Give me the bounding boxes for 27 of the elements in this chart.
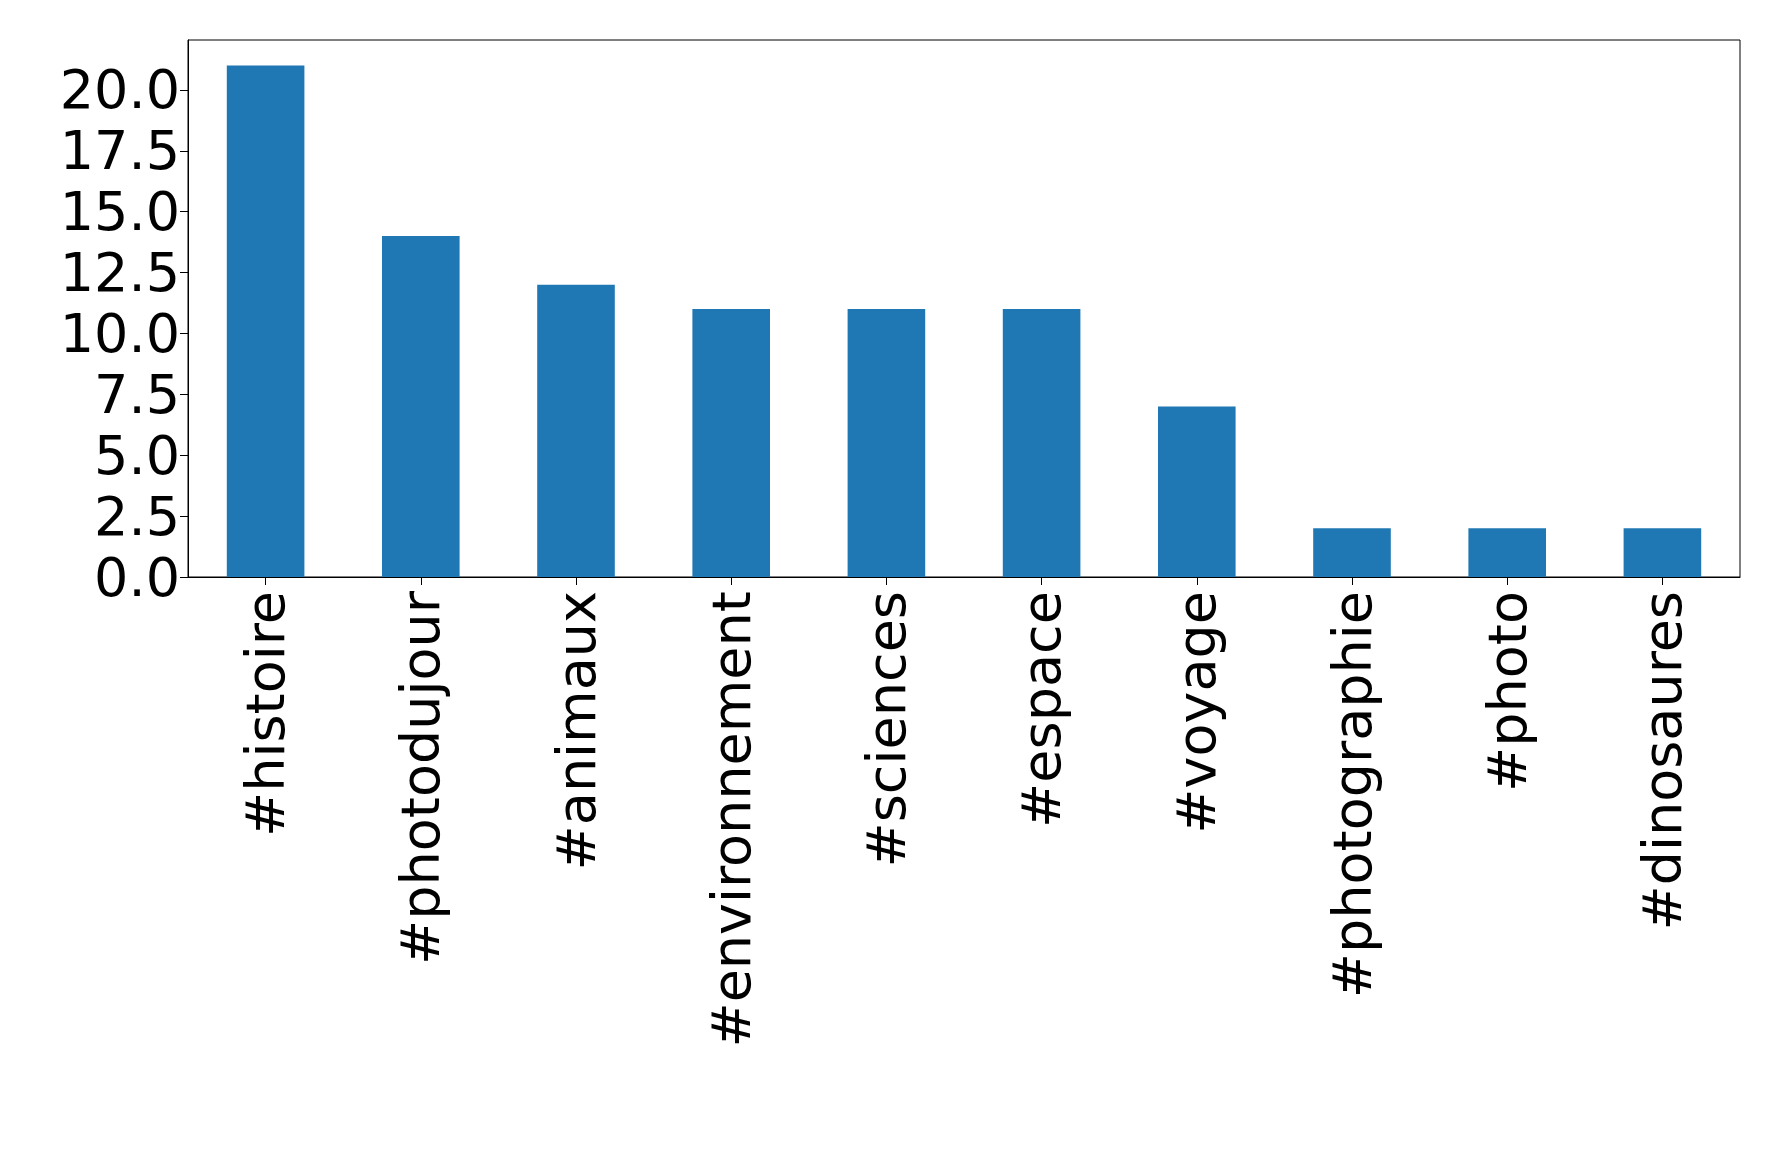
bar	[226, 65, 305, 577]
bar	[692, 309, 770, 577]
x-tick-label: #photographie	[1320, 591, 1384, 999]
y-tick-label: 5.0	[94, 423, 180, 487]
bar	[1002, 309, 1081, 577]
bar	[1468, 528, 1546, 577]
y-tick-label: 17.5	[59, 119, 180, 183]
x-tick-label: #espace	[1010, 591, 1074, 828]
x-tick-label: #histoire	[234, 591, 298, 838]
bar	[1313, 528, 1391, 577]
x-tick-label: #sciences	[854, 591, 918, 868]
y-tick-label: 2.5	[94, 484, 180, 548]
x-tick-label: #dinosaures	[1630, 591, 1694, 931]
y-tick-label: 15.0	[59, 180, 180, 244]
bar	[1623, 528, 1702, 577]
x-tick-label: #photo	[1475, 591, 1539, 792]
x-tick-label: #voyage	[1165, 591, 1229, 834]
bar	[1158, 406, 1236, 577]
y-tick-label: 7.5	[94, 362, 180, 426]
bar	[382, 236, 460, 577]
x-tick-label: #photodujour	[389, 590, 453, 965]
bar	[537, 284, 615, 577]
x-tick-label: #environnement	[699, 591, 763, 1048]
y-tick-label: 0.0	[94, 545, 180, 609]
bar	[847, 309, 926, 577]
x-tick-label: #animaux	[544, 591, 608, 871]
y-tick-label: 20.0	[59, 58, 180, 122]
